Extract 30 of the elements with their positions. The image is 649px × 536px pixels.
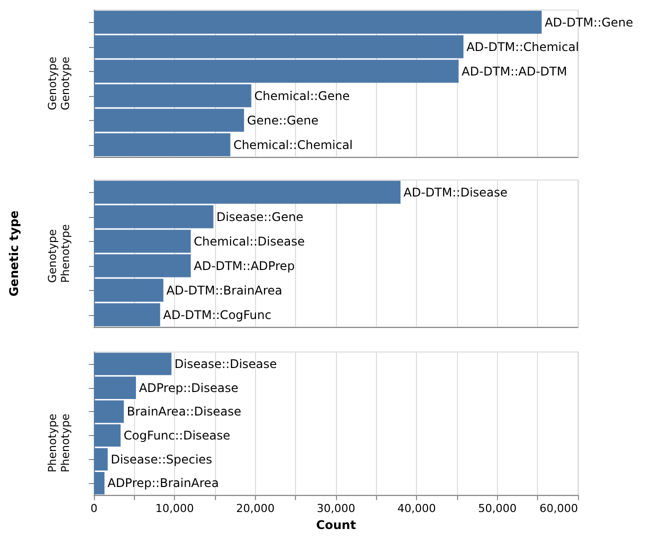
- category-label: AD-DTM::Disease: [404, 185, 508, 200]
- category-label: Chemical::Gene: [254, 88, 350, 103]
- x-tick-label: 30,000: [316, 502, 356, 516]
- y-axis-title: Phenotype Phenotype: [46, 413, 72, 472]
- category-label: Chemical::Chemical: [233, 138, 353, 152]
- category-label: AD-DTM::CogFunc: [163, 308, 272, 322]
- category-label: AD-DTM::Gene: [544, 15, 634, 30]
- x-tick-label: 10,000: [155, 502, 194, 516]
- category-label: AD-DTM::ADPrep: [194, 258, 295, 273]
- category-label: Gene::Gene: [247, 113, 318, 128]
- x-tick-label: 20,000: [236, 502, 275, 516]
- x-axis-title: Count: [316, 518, 356, 532]
- category-label: Chemical::Disease: [194, 234, 305, 248]
- y-axis-title: Genotype Genotype: [46, 56, 72, 110]
- category-label: Disease::Disease: [174, 356, 277, 371]
- x-tick-label: 50,000: [478, 502, 517, 516]
- category-label: BrainArea::Disease: [126, 404, 242, 419]
- x-tick-label: 60,000: [540, 502, 578, 516]
- x-tick-label: 40,000: [397, 502, 436, 516]
- category-label: ADPrep::Disease: [138, 380, 238, 395]
- category-label: CogFunc::Disease: [124, 428, 230, 442]
- category-label: AD-DTM::AD-DTM: [462, 64, 568, 78]
- category-label: AD-DTM::BrainArea: [166, 283, 282, 298]
- category-label: AD-DTM::Chemical: [466, 40, 579, 54]
- category-label: ADPrep::BrainArea: [107, 476, 219, 490]
- category-label: Disease::Gene: [216, 210, 304, 224]
- text: Genetic type: [7, 210, 21, 297]
- category-label: Disease::Species: [110, 452, 212, 466]
- x-tick-label: 0: [90, 502, 98, 516]
- y-axis-title: Genotype Phenotype: [46, 224, 72, 283]
